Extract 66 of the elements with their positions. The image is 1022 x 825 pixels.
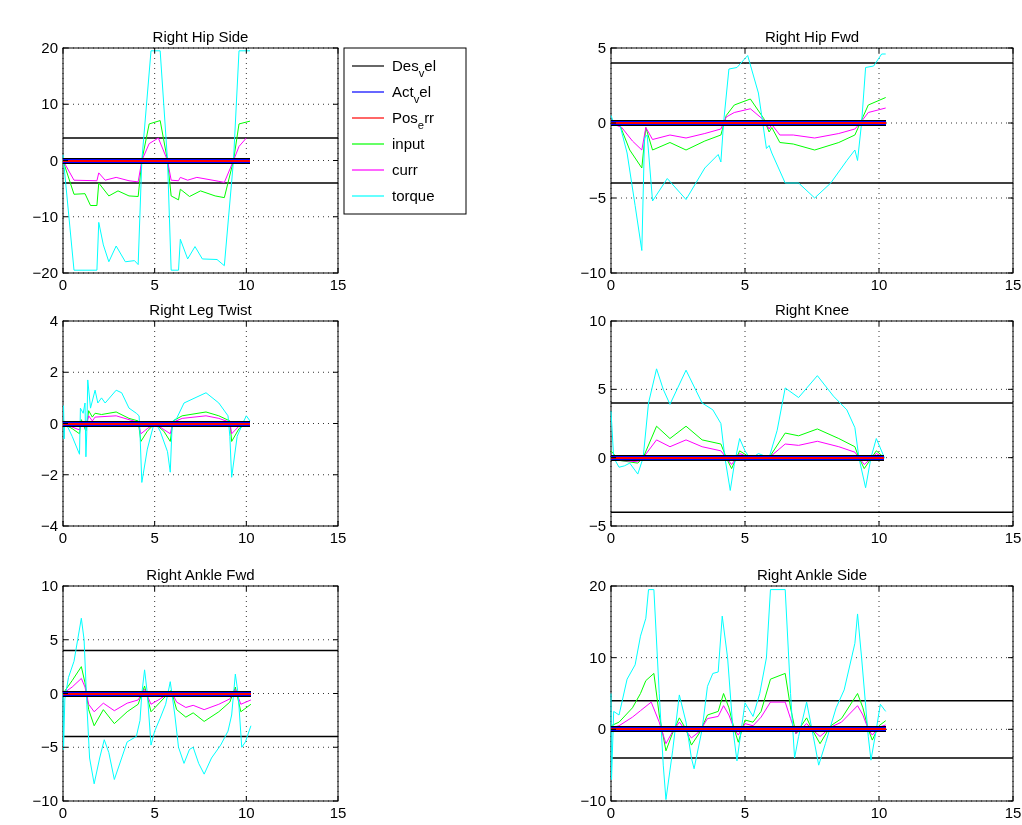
y-tick-label: −5 — [588, 189, 606, 206]
y-tick-label: 20 — [589, 577, 606, 594]
y-tick-label: 5 — [597, 39, 606, 56]
y-tick-label: −10 — [580, 792, 606, 809]
x-tick-label: 15 — [1004, 529, 1022, 546]
y-tick-label: −10 — [580, 264, 606, 281]
y-tick-label: 0 — [49, 684, 58, 702]
y-tick-label: 0 — [49, 151, 58, 169]
legend-label: Pos$_{e}$rr — [392, 109, 435, 131]
x-tick-label: 5 — [150, 804, 159, 821]
line-series — [62, 617, 252, 785]
y-tick-label: 0 — [597, 720, 606, 738]
y-tick-label: 5 — [597, 380, 606, 398]
x-tick-label: 5 — [740, 804, 750, 821]
line-series — [610, 368, 885, 491]
y-tick-label: −4 — [40, 517, 58, 534]
y-tick-label: 5 — [49, 630, 58, 648]
x-tick-label: 10 — [237, 276, 255, 293]
x-tick-label: 5 — [150, 529, 159, 546]
x-tick-label: 10 — [870, 276, 888, 293]
y-tick-label: −5 — [588, 517, 606, 534]
y-tick-label: 4 — [49, 312, 58, 329]
line-series — [610, 53, 887, 251]
y-tick-label: 20 — [41, 39, 58, 56]
x-tick-label: 10 — [237, 529, 255, 546]
chart-title: Right Knee — [774, 301, 850, 318]
x-tick-label: 10 — [870, 529, 888, 546]
y-tick-label: 2 — [49, 363, 58, 381]
legend-label: Act$_{v}$el — [392, 83, 431, 105]
x-tick-label: 15 — [1004, 276, 1022, 293]
chart-title: Right Hip Fwd — [764, 28, 860, 45]
x-tick-label: 5 — [740, 276, 750, 293]
y-tick-label: −5 — [40, 738, 58, 756]
y-tick-label: 10 — [41, 577, 58, 594]
y-tick-label: −10 — [32, 207, 58, 225]
y-tick-label: 10 — [589, 312, 606, 329]
x-tick-label: 15 — [329, 276, 347, 293]
line-series — [62, 666, 252, 727]
line-series — [610, 589, 887, 801]
x-tick-label: 5 — [740, 529, 750, 546]
legend-label: input — [392, 135, 426, 152]
chart-title: Right Ankle Fwd — [146, 566, 255, 583]
legend-label: curr — [392, 161, 418, 178]
legend-label: Des$_{v}$el — [392, 57, 436, 79]
y-tick-label: 10 — [41, 95, 58, 113]
legend-label: torque — [392, 187, 435, 204]
x-tick-label: 10 — [237, 804, 255, 821]
x-tick-label: 5 — [150, 276, 159, 293]
line-series — [62, 120, 251, 206]
chart-title: Right Hip Side — [152, 28, 249, 45]
y-tick-label: −10 — [32, 792, 58, 809]
line-series — [62, 137, 247, 183]
x-tick-label: 15 — [329, 804, 347, 821]
line-series — [610, 672, 887, 752]
y-tick-label: 0 — [597, 448, 606, 466]
x-tick-label: 15 — [329, 529, 347, 546]
x-tick-label: 10 — [870, 804, 888, 821]
y-tick-label: 0 — [597, 114, 606, 131]
chart-title: Right Leg Twist — [149, 301, 253, 318]
x-tick-label: 15 — [1004, 804, 1022, 821]
y-tick-label: −2 — [40, 465, 58, 483]
y-tick-label: 0 — [49, 414, 58, 432]
chart-title: Right Ankle Side — [756, 566, 868, 583]
y-tick-label: −20 — [32, 264, 58, 281]
line-series — [63, 379, 251, 483]
y-tick-label: 10 — [589, 648, 606, 666]
